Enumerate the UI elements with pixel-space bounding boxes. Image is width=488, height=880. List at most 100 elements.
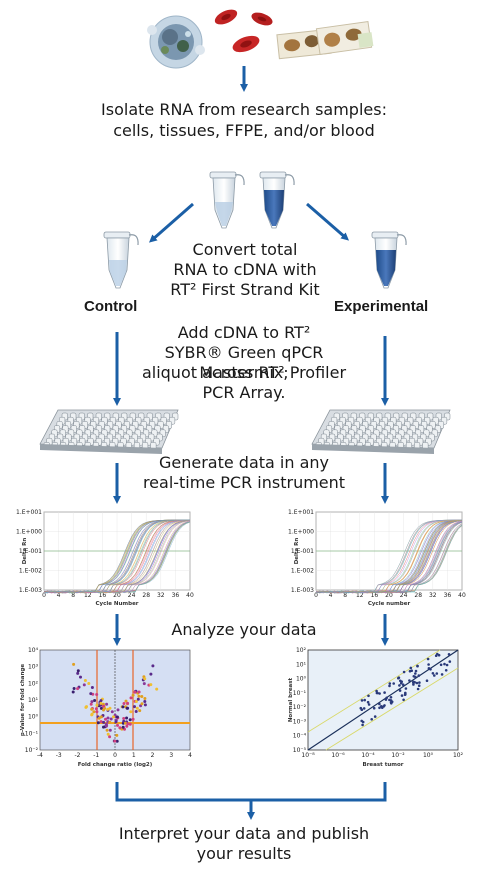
x-tick-label: 20: [113, 592, 121, 599]
gene-point: [398, 684, 401, 687]
gene-point: [76, 687, 80, 691]
samples-illustration: [147, 9, 374, 69]
gene-point: [362, 707, 366, 710]
gene-point: [418, 681, 421, 684]
gene-point: [128, 722, 132, 726]
control-label: Control: [84, 298, 138, 315]
y-axis-label: Delta Rn: [22, 538, 28, 565]
x-tick-label: -2: [75, 752, 81, 759]
gene-point: [79, 675, 82, 679]
gene-point: [378, 692, 381, 695]
gene-point: [400, 694, 404, 697]
y-axis-label: Delta Rn: [294, 538, 300, 565]
y-tick-label: 10⁰: [296, 676, 307, 683]
experimental-label: Experimental: [334, 298, 429, 315]
gene-point: [76, 671, 80, 675]
scatter-plot: 10² 10¹ 10⁰ 10⁻¹ 10⁻² 10⁻³ 10⁻⁴ 10⁻⁵10⁻⁸ 10⁻⁶ 10⁻…: [288, 647, 464, 768]
gene-point: [444, 669, 448, 672]
x-tick-label: 10⁻²: [391, 752, 405, 759]
gene-point: [99, 701, 103, 705]
gene-point: [402, 670, 406, 674]
y-tick-label: 10²: [28, 680, 39, 687]
gene-point: [135, 706, 139, 710]
add-line-3: aliquot across RT² Profiler: [141, 363, 347, 382]
tube-experimental: [371, 231, 407, 289]
gene-point: [99, 706, 103, 710]
x-axis-label: Breast tumor: [363, 762, 404, 768]
y-tick-label: 1.E-003: [291, 587, 314, 594]
gene-point: [96, 721, 100, 725]
gene-point: [97, 716, 101, 720]
gene-point: [95, 710, 99, 714]
gene-point: [93, 699, 97, 702]
gene-point: [133, 705, 136, 709]
gene-point: [390, 702, 393, 705]
x-tick-label: 24: [128, 592, 136, 599]
gene-point: [87, 682, 91, 685]
amplification-curve: [315, 523, 463, 594]
gene-point: [149, 683, 153, 687]
gene-point: [121, 725, 125, 729]
x-tick-label: 28: [414, 592, 422, 599]
pcr-array-plate-experimental: [311, 409, 451, 454]
y-tick-label: 10³: [28, 664, 39, 671]
x-tick-label: -3: [56, 752, 62, 759]
x-tick-label: 16: [371, 592, 379, 599]
gene-point: [90, 707, 94, 711]
gene-point: [138, 709, 142, 713]
amplification-curve: [315, 525, 463, 594]
gene-point: [143, 703, 147, 707]
gene-point: [402, 698, 405, 702]
interpret-line-1: Interpret your data and publish: [118, 824, 370, 843]
gene-point: [115, 739, 119, 743]
gene-point: [140, 695, 144, 698]
gene-point: [94, 707, 98, 711]
tube-rna: [209, 171, 245, 229]
gene-point: [417, 684, 421, 687]
add-line-2: SYBR® Green qPCR Mastermix;: [164, 343, 324, 382]
gene-point: [440, 673, 444, 676]
gene-point: [110, 710, 114, 714]
amplification-curve: [315, 520, 463, 594]
add-line-4: PCR Array.: [202, 383, 286, 402]
gene-point: [131, 717, 135, 721]
gene-point: [360, 708, 364, 711]
gene-point: [389, 696, 393, 699]
x-tick-label: 10²: [453, 752, 464, 759]
gene-point: [435, 672, 439, 675]
gene-point: [105, 728, 109, 732]
x-axis-label: Cycle Number: [95, 601, 138, 607]
gene-point: [114, 720, 118, 724]
gene-point: [378, 702, 381, 706]
gene-point: [384, 698, 388, 701]
gene-point: [366, 700, 370, 704]
gene-point: [104, 717, 107, 721]
gene-point: [122, 719, 126, 723]
y-tick-label: 1.E+000: [288, 529, 314, 536]
gene-point: [118, 726, 122, 730]
gene-point: [137, 690, 141, 694]
gene-point: [414, 669, 418, 673]
gene-point: [143, 697, 147, 700]
y-tick-label: 10⁻³: [293, 718, 307, 725]
gene-point: [445, 663, 449, 667]
volcano-plot: 10⁴ 10³ 10² 10¹ 10⁰ 10⁻¹ 10⁻²-4 -3 -2 -1 0 1 2 3 4 p-Va…: [20, 647, 192, 768]
gene-point: [129, 696, 133, 700]
gene-point: [447, 653, 451, 656]
gene-point: [140, 702, 144, 706]
add-line-1: Add cDNA to RT²: [177, 323, 311, 342]
gene-point: [129, 710, 133, 714]
x-tick-label: 4: [57, 592, 61, 599]
gene-point: [361, 720, 365, 724]
gene-point: [398, 689, 402, 692]
x-tick-label: 0: [113, 752, 117, 759]
gene-point: [71, 690, 75, 694]
gene-point: [431, 672, 435, 675]
convert-line-3: RT² First Strand Kit: [170, 280, 320, 299]
gene-point: [133, 690, 137, 694]
gene-point: [155, 687, 159, 691]
gene-point: [151, 664, 155, 668]
